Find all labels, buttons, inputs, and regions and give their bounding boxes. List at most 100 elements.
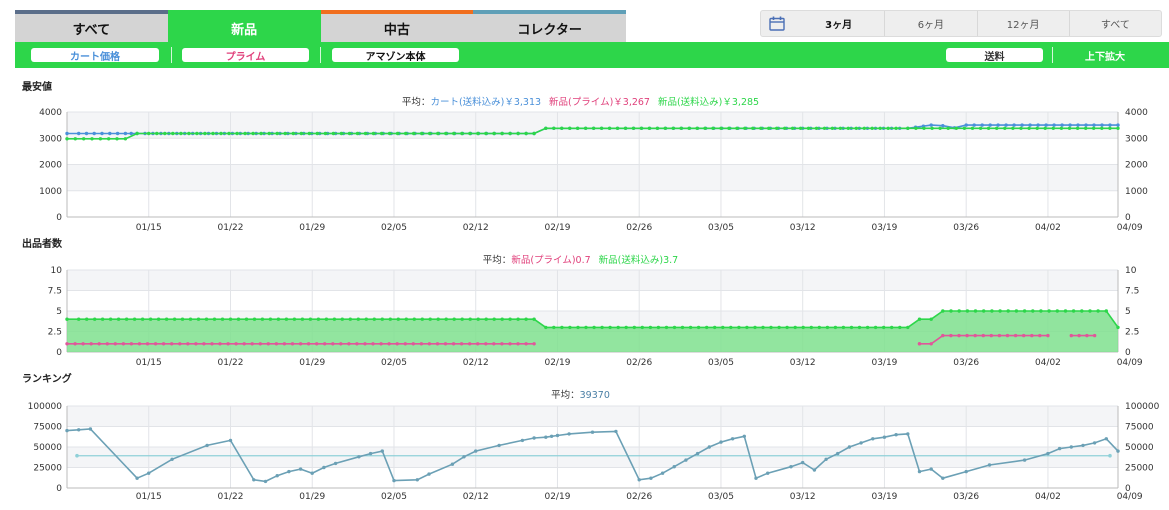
data-point [965,333,969,338]
data-point [170,342,174,346]
data-point [135,476,139,480]
data-point [857,325,862,330]
data-point [452,131,456,136]
tab-1[interactable]: 新品 [167,10,321,42]
data-point [186,342,190,346]
data-point [436,317,440,321]
data-point [236,317,241,321]
data-point [640,325,644,330]
data-point [1092,441,1097,445]
vertical-zoom-button[interactable]: 上下拡大 [1085,52,1125,63]
cart-price-toggle[interactable]: カート価格 [31,48,159,63]
data-point [1047,309,1051,313]
data-point [65,131,69,136]
data-point [988,123,992,127]
average-value: カート(送料込み)￥3,313 [430,96,541,108]
data-point [632,325,636,330]
data-point [973,333,977,338]
data-point [205,443,209,448]
x-tick-label: 03/12 [790,492,816,502]
data-point [1092,126,1096,130]
data-point [460,131,464,136]
average-line-point [1108,453,1112,458]
data-point [324,317,329,321]
data-point [484,131,488,136]
x-tick-label: 01/22 [218,492,244,502]
data-point [266,342,270,346]
data-point [713,325,717,330]
x-tick-label: 03/19 [871,492,897,502]
series-area [67,311,1118,352]
data-point [544,435,548,439]
data-point [363,131,368,136]
tab-color-stripe [15,10,168,14]
data-point [995,126,999,130]
data-point [830,126,835,130]
filter-bar: カート価格 プライム アマゾン本体 送料 上下拡大 [15,42,1169,68]
data-point [275,474,279,478]
x-tick-label: 03/26 [953,223,979,233]
condition-tabs: すべて 新品 中古 コレクター [15,10,626,42]
range-option[interactable]: 12ヶ月 [976,11,1069,36]
data-point [1084,126,1088,130]
data-point [898,325,902,330]
x-tick-label: 04/09 [1117,492,1143,502]
data-point [1088,309,1092,313]
data-point [711,126,715,130]
data-point [90,137,94,141]
range-option[interactable]: すべて [1068,11,1161,36]
data-point [957,309,961,313]
data-point [163,131,167,136]
x-tick-label: 02/19 [544,223,570,233]
data-point [211,131,215,136]
data-point [1013,333,1018,338]
data-point [153,342,158,346]
y-tick-label-left: 0 [56,348,62,358]
data-point [914,126,918,130]
data-point [388,317,392,321]
data-point [140,317,145,321]
calendar-icon[interactable] [761,11,793,36]
range-option[interactable]: 3ヶ月 [825,20,853,31]
data-point [310,471,314,475]
data-point [331,131,336,136]
data-point [412,317,416,321]
data-point [532,342,536,346]
x-tick-label: 03/12 [790,223,816,233]
data-point [591,126,596,130]
amazon-toggle[interactable]: アマゾン本体 [332,48,459,63]
data-point [1104,309,1109,313]
data-point [695,126,699,130]
data-point [82,137,86,141]
data-point [435,342,440,346]
data-point [684,458,688,462]
tab-2[interactable]: 中古 [320,10,474,42]
grid-band [67,190,1118,217]
average-prefix: 平均： [483,254,512,266]
y-tick-label-left: 0 [56,484,62,494]
prime-toggle[interactable]: プライム [182,48,309,63]
data-point [243,131,247,136]
x-tick-label: 04/02 [1035,223,1061,233]
data-point [544,325,548,330]
data-point [436,131,440,136]
data-point [941,476,945,480]
data-point [196,317,201,321]
data-point [315,131,319,136]
data-point [347,131,352,136]
tab-label: 新品 [231,22,258,38]
data-point [761,325,765,330]
data-point [428,317,432,321]
data-point [1012,123,1016,127]
shipping-toggle[interactable]: 送料 [946,48,1043,63]
data-point [590,430,595,434]
range-option[interactable]: 6ヶ月 [884,11,976,36]
tab-0[interactable]: すべて [15,10,168,42]
data-point [1116,449,1120,453]
data-point [978,126,983,130]
tab-label: コレクター [517,22,582,38]
data-point [824,457,828,461]
data-point [468,317,472,321]
tab-3[interactable]: コレクター [473,10,626,42]
data-point [404,131,408,136]
